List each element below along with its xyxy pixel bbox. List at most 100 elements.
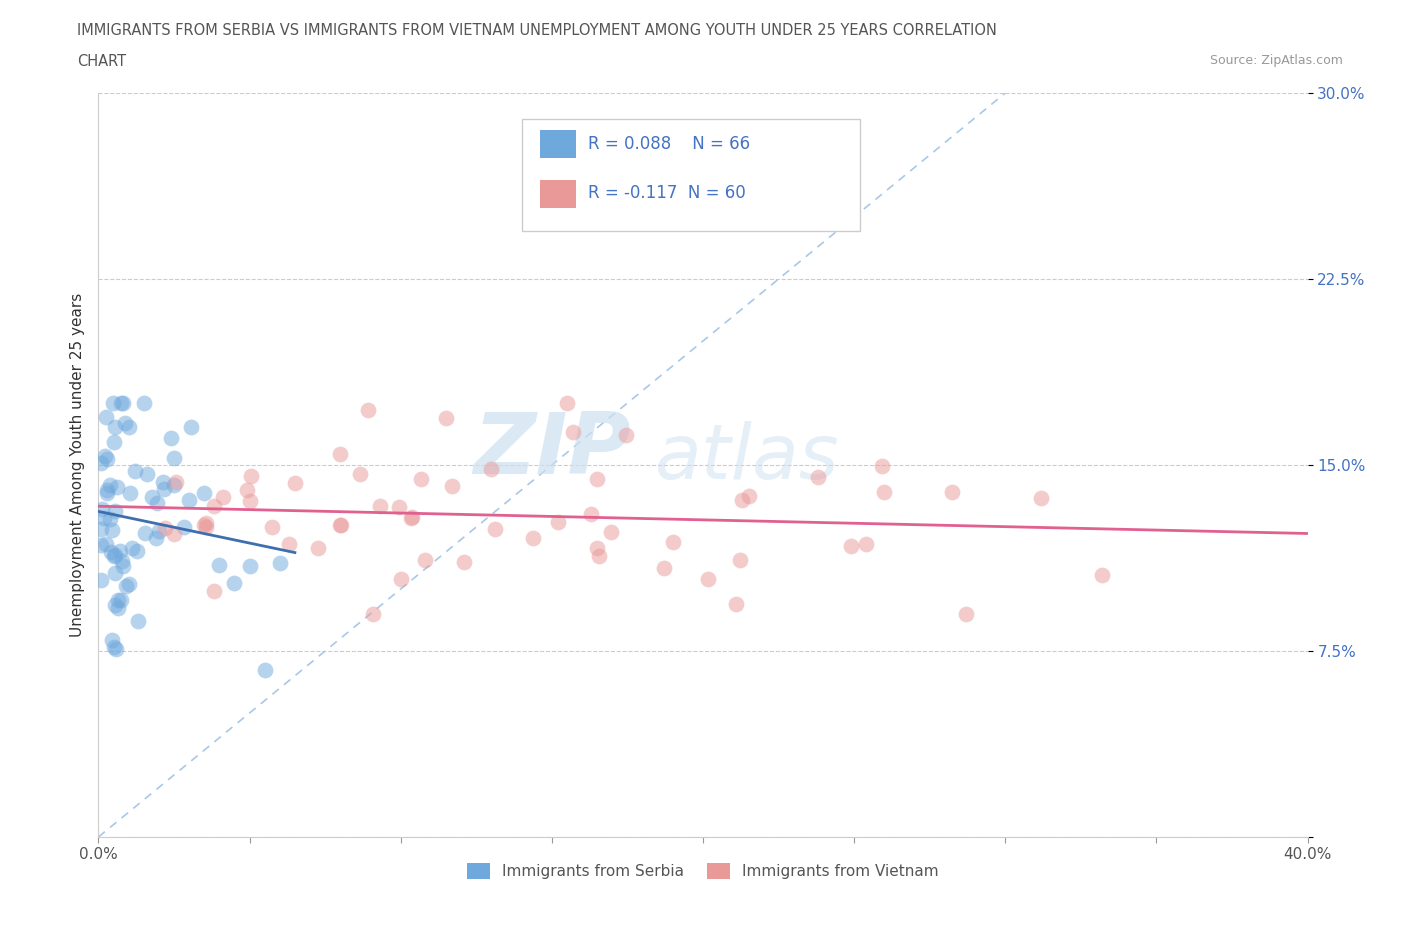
Point: [163, 526, 186, 541]
Point: [163, 451, 186, 466]
Point: [165, 474, 187, 489]
Point: [136, 467, 159, 482]
Point: [434, 410, 457, 425]
Point: [96, 483, 118, 498]
Point: [941, 485, 963, 499]
Point: [586, 540, 609, 555]
Point: [208, 558, 231, 573]
Point: [329, 446, 352, 461]
Point: [269, 555, 291, 570]
Point: [104, 597, 127, 612]
Point: [118, 577, 141, 591]
Point: [453, 554, 475, 569]
Point: [121, 540, 143, 555]
Point: [357, 403, 380, 418]
Point: [195, 520, 218, 535]
Point: [661, 535, 683, 550]
Point: [134, 525, 156, 540]
Point: [401, 510, 423, 525]
Point: [104, 565, 127, 580]
Point: [202, 583, 225, 598]
Point: [481, 462, 503, 477]
Text: R = -0.117  N = 60: R = -0.117 N = 60: [588, 184, 745, 203]
Point: [195, 515, 218, 530]
Point: [224, 576, 246, 591]
Point: [94, 537, 117, 551]
Bar: [540, 180, 576, 208]
Point: [94, 409, 117, 424]
Point: [193, 518, 215, 533]
Point: [409, 472, 432, 486]
Point: [105, 642, 128, 657]
Point: [90, 573, 112, 588]
Point: [145, 496, 167, 511]
Point: [731, 493, 754, 508]
Point: [599, 525, 621, 539]
Point: [127, 543, 149, 558]
Point: [561, 425, 583, 440]
Point: [389, 572, 412, 587]
Point: [579, 506, 602, 521]
Point: [110, 543, 132, 558]
Point: [148, 524, 170, 538]
Point: [179, 493, 201, 508]
Point: [368, 498, 391, 513]
Point: [307, 541, 329, 556]
Point: [614, 428, 637, 443]
Point: [547, 514, 569, 529]
Point: [239, 559, 262, 574]
Point: [173, 520, 195, 535]
Point: [193, 485, 215, 500]
Point: [118, 486, 141, 501]
FancyBboxPatch shape: [522, 119, 860, 231]
Point: [955, 606, 977, 621]
Point: [212, 489, 235, 504]
Point: [101, 523, 124, 538]
Point: [94, 448, 117, 463]
Point: [153, 482, 176, 497]
Point: [90, 456, 112, 471]
Point: [114, 416, 136, 431]
Point: [103, 640, 125, 655]
Point: [152, 474, 174, 489]
Point: [107, 592, 129, 607]
Point: [93, 510, 115, 525]
Point: [724, 597, 747, 612]
Point: [145, 530, 167, 545]
Point: [1091, 567, 1114, 582]
Point: [115, 578, 138, 593]
Point: [90, 538, 112, 552]
Point: [239, 469, 262, 484]
Point: [98, 478, 121, 493]
Point: [103, 548, 125, 563]
Point: [873, 485, 896, 499]
Point: [103, 435, 125, 450]
Point: [484, 522, 506, 537]
Text: R = 0.088    N = 66: R = 0.088 N = 66: [588, 135, 751, 153]
Point: [388, 499, 411, 514]
Point: [555, 395, 578, 410]
Text: CHART: CHART: [77, 54, 127, 69]
Point: [180, 419, 202, 434]
Point: [104, 503, 127, 518]
Point: [96, 485, 118, 500]
Point: [253, 663, 276, 678]
Point: [96, 452, 118, 467]
Bar: [540, 130, 576, 158]
Point: [329, 518, 352, 533]
Point: [111, 553, 134, 568]
Point: [90, 522, 112, 537]
Point: [586, 472, 609, 486]
Point: [105, 480, 128, 495]
Point: [284, 476, 307, 491]
Point: [124, 463, 146, 478]
Point: [153, 521, 176, 536]
Point: [110, 592, 132, 607]
Point: [104, 547, 127, 562]
Point: [100, 544, 122, 559]
Point: [118, 419, 141, 434]
Point: [111, 395, 134, 410]
Point: [101, 632, 124, 647]
Point: [441, 478, 464, 493]
Point: [329, 517, 352, 532]
